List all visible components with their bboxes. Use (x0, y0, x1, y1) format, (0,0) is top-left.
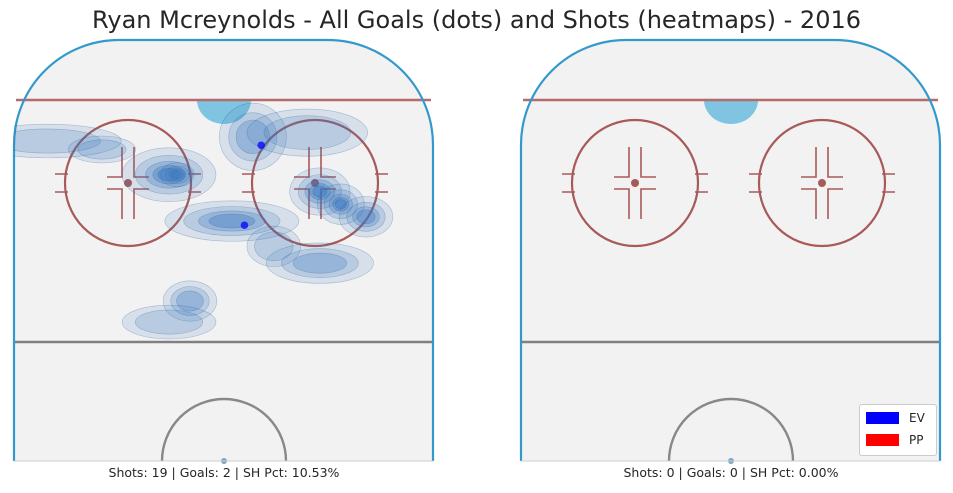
shot-density-contour (14, 128, 101, 154)
shot-density-contour (281, 248, 359, 278)
shot-density-contour (121, 147, 217, 202)
shot-density-contour (334, 199, 347, 210)
faceoff-dot-left (124, 179, 132, 187)
goal-dot (257, 141, 266, 150)
hash-upper-right (801, 147, 843, 178)
shot-density-contour (297, 174, 342, 209)
legend: EV PP (859, 404, 937, 456)
shot-density-contour (323, 189, 358, 220)
hash-upper-right (294, 147, 336, 178)
shot-density-contour (246, 108, 368, 157)
shot-density-contour (317, 183, 365, 225)
shot-density-contour (157, 168, 181, 182)
shot-heatmap (14, 102, 394, 340)
boards (12, 38, 435, 461)
shot-density-contour (121, 304, 217, 340)
shot-density-contour (265, 242, 374, 284)
legend-swatch-ev (866, 412, 899, 424)
shot-density-contour (170, 286, 210, 316)
shot-density-contour (228, 112, 278, 162)
shot-density-contour (14, 123, 122, 159)
faceoff-dot-left (631, 179, 639, 187)
hash-side-right (242, 173, 388, 193)
boards (519, 38, 942, 461)
shot-density-contour (152, 165, 186, 185)
faceoff-circle-right (757, 118, 887, 248)
hash-upper-left (107, 147, 149, 178)
shot-density-contour (219, 102, 287, 171)
shot-density-contour (328, 193, 353, 215)
hash-lower-left (614, 188, 656, 219)
faceoff-dot-right (311, 179, 319, 187)
shot-density-contour (160, 162, 195, 188)
shot-density-contour (164, 200, 300, 242)
faceoff-circle-left (570, 118, 700, 248)
shot-density-contour (263, 115, 351, 150)
shot-density-contour (165, 165, 190, 184)
legend-item-ev: EV (866, 409, 925, 427)
shot-density-contour (176, 290, 204, 312)
shot-density-contour (332, 196, 350, 212)
shot-density-contour (292, 252, 347, 274)
shot-density-contour (68, 135, 136, 164)
legend-swatch-pp (866, 434, 899, 446)
rink-left (12, 38, 435, 464)
faceoff-dot-right (818, 179, 826, 187)
shot-density-contour (135, 309, 204, 335)
shot-density-contour (246, 225, 301, 267)
shot-density-contour (289, 167, 351, 216)
goal-crease (197, 100, 251, 124)
rink-right (519, 38, 942, 464)
shot-density-contour (162, 280, 218, 322)
shot-density-contour (254, 231, 294, 262)
goal-crease (704, 100, 758, 124)
hash-lower-right (801, 188, 843, 219)
hash-side-right (749, 173, 895, 193)
hash-side-left (562, 173, 708, 193)
shot-density-contour (346, 201, 386, 232)
shot-density-contour (338, 196, 394, 238)
shot-density-contour (198, 210, 266, 232)
ice-surface (14, 40, 433, 461)
shot-density-contour (309, 183, 331, 200)
ice-surface (521, 40, 940, 461)
shot-density-contour (168, 168, 187, 182)
legend-item-pp: PP (866, 431, 923, 449)
legend-label-ev: EV (909, 411, 925, 425)
shot-density-contour (356, 209, 376, 225)
shot-density-contour (312, 185, 328, 198)
goal-dot (240, 221, 249, 230)
shot-density-contour (77, 139, 127, 160)
center-circle (160, 397, 288, 462)
hash-side-left (55, 173, 201, 193)
legend-label-pp: PP (909, 433, 924, 447)
shot-density-contour (135, 155, 204, 195)
hash-lower-left (107, 188, 149, 219)
caption-right: Shots: 0 | Goals: 0 | SH Pct: 0.00% (623, 465, 839, 480)
chart-title: Ryan Mcreynolds - All Goals (dots) and S… (92, 6, 861, 34)
hash-upper-left (614, 147, 656, 178)
center-circle (667, 397, 795, 462)
shot-density-contour (171, 170, 184, 180)
shot-density-contour (183, 206, 281, 236)
faceoff-circle-left (63, 118, 193, 248)
shot-density-contour (304, 179, 336, 204)
caption-left: Shots: 19 | Goals: 2 | SH Pct: 10.53% (108, 465, 340, 480)
shot-density-contour (145, 160, 193, 189)
shot-density-contour (352, 206, 380, 228)
hash-lower-right (294, 188, 336, 219)
faceoff-circle-right (250, 118, 380, 248)
